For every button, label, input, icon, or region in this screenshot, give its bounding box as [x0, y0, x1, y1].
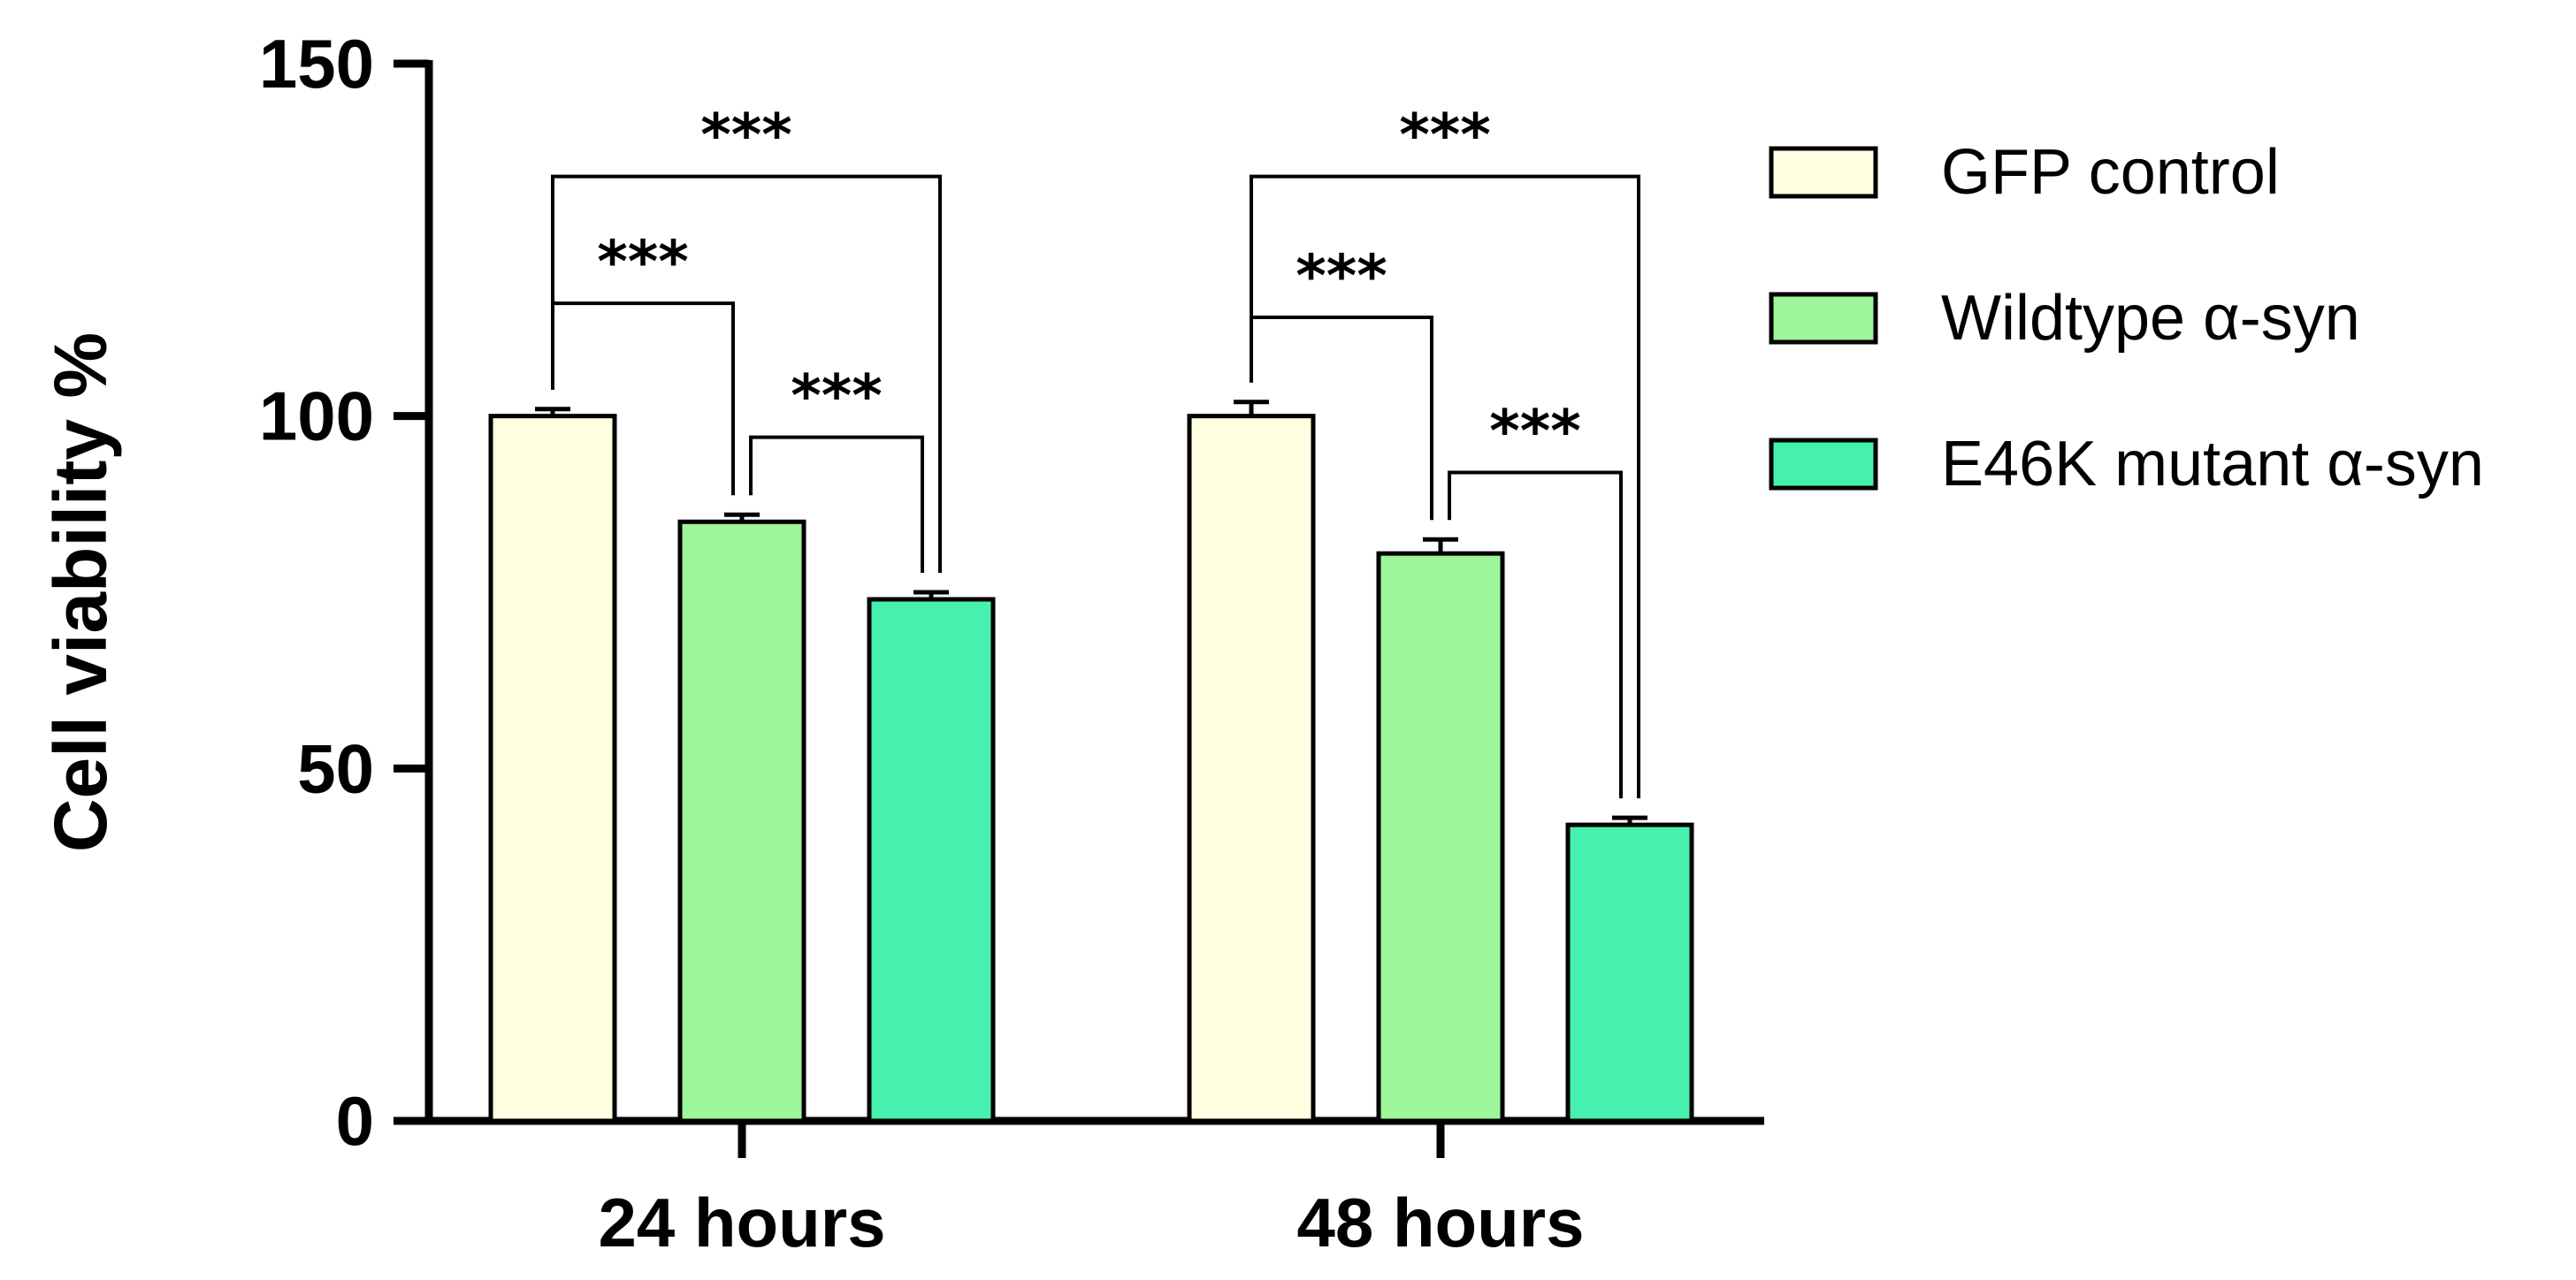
legend-swatch	[1769, 292, 1878, 345]
significance-label: ***	[1489, 397, 1581, 465]
legend: GFP control Wildtype α-syn E46K mutant α-s…	[1769, 137, 2484, 499]
x-tick-label: 24 hours	[598, 1184, 885, 1261]
y-tick-label: 0	[336, 1082, 374, 1160]
bar	[677, 519, 806, 1124]
significance-label: ***	[700, 102, 792, 170]
x-tick-label: 48 hours	[1296, 1184, 1584, 1261]
bar	[867, 597, 996, 1124]
significance-bracket	[551, 174, 942, 573]
bar	[1376, 551, 1505, 1124]
significance-bracket	[749, 435, 924, 573]
y-tick-label: 150	[259, 25, 374, 103]
y-axis-label: Cell viability %	[39, 332, 122, 852]
y-tick-label: 50	[297, 729, 374, 807]
legend-label: Wildtype α-syn	[1941, 283, 2360, 354]
bar	[1187, 414, 1316, 1124]
significance-brackets: ******************	[551, 102, 1640, 799]
bars	[488, 400, 1694, 1124]
significance-label: ***	[791, 362, 883, 430]
bar	[488, 414, 617, 1124]
significance-bracket	[1250, 174, 1640, 799]
legend-swatch	[1769, 146, 1878, 199]
bar	[1565, 822, 1694, 1124]
legend-swatch	[1769, 438, 1878, 491]
significance-label: ***	[1399, 102, 1491, 170]
significance-bracket	[1448, 470, 1623, 799]
axes: 0 50 100 150 24 hours 48 hours	[259, 25, 1764, 1261]
legend-label: E46K mutant α-syn	[1941, 429, 2484, 499]
y-tick-label: 100	[259, 377, 374, 455]
significance-label: ***	[597, 228, 689, 296]
legend-label: GFP control	[1941, 137, 2280, 208]
significance-label: ***	[1296, 242, 1387, 310]
